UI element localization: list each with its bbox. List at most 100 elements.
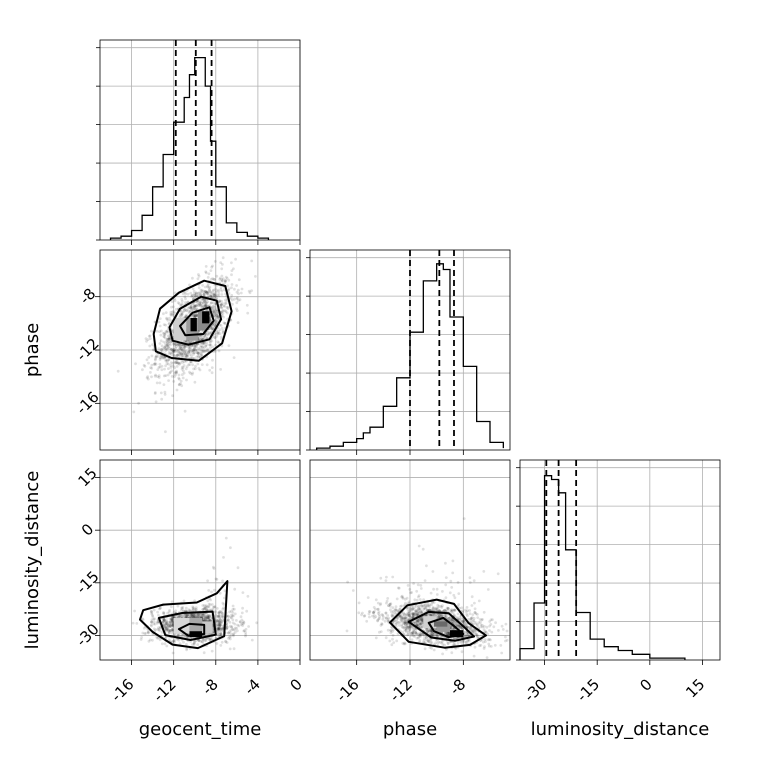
- sample-point: [180, 352, 184, 356]
- sample-point: [182, 310, 185, 313]
- x-tick-label-geocent_time: -4: [241, 675, 264, 698]
- sample-point: [190, 295, 193, 298]
- sample-point: [171, 629, 175, 633]
- sample-point: [386, 597, 390, 600]
- sample-point: [226, 618, 230, 621]
- sample-point: [181, 361, 185, 364]
- sample-point: [432, 601, 436, 604]
- sample-point: [178, 354, 182, 357]
- sample-point: [435, 634, 439, 637]
- sample-point: [182, 609, 186, 613]
- sample-point: [224, 310, 228, 313]
- sample-point: [197, 291, 200, 295]
- sample-point: [197, 303, 201, 307]
- sample-point: [423, 579, 427, 582]
- sample-point: [177, 633, 180, 637]
- sample-point: [185, 642, 188, 646]
- sample-point: [214, 289, 218, 293]
- sample-point: [178, 344, 182, 348]
- sample-point: [225, 277, 229, 280]
- sample-point: [381, 617, 385, 621]
- sample-point: [504, 622, 508, 626]
- sample-point: [184, 314, 188, 318]
- sample-point: [238, 620, 242, 624]
- sample-point: [194, 608, 198, 612]
- sample-point: [186, 307, 190, 310]
- sample-point: [428, 646, 432, 649]
- sample-point: [230, 286, 233, 290]
- sample-point: [194, 313, 198, 316]
- sample-point: [190, 351, 194, 354]
- sample-point: [144, 632, 148, 635]
- sample-point: [212, 605, 215, 609]
- sample-point: [505, 638, 509, 642]
- sample-point: [153, 392, 157, 395]
- sample-point: [220, 277, 224, 281]
- density-cell: [190, 318, 197, 332]
- sample-point: [398, 621, 401, 624]
- sample-point: [383, 619, 387, 623]
- sample-point: [208, 638, 212, 642]
- sample-point: [429, 632, 433, 636]
- sample-point: [166, 373, 170, 377]
- sample-point: [180, 348, 183, 352]
- sample-point: [222, 305, 226, 308]
- sample-point: [211, 264, 214, 268]
- sample-point: [232, 356, 236, 359]
- sample-point: [450, 651, 454, 655]
- sample-point: [197, 274, 201, 278]
- sample-point: [168, 629, 172, 632]
- sample-point: [152, 608, 156, 612]
- sample-point: [184, 355, 188, 359]
- sample-point: [202, 293, 206, 297]
- sample-point: [444, 632, 448, 635]
- x-tick-label-phase: -16: [333, 675, 363, 705]
- sample-point: [167, 358, 171, 362]
- sample-point: [184, 340, 188, 344]
- sample-point: [224, 536, 228, 540]
- sample-point: [172, 342, 176, 346]
- sample-point: [190, 340, 194, 343]
- sample-point: [173, 366, 177, 370]
- sample-point: [204, 301, 208, 305]
- sample-point: [464, 610, 468, 614]
- sample-point: [183, 340, 186, 344]
- sample-point: [199, 303, 202, 307]
- x-axis-label-phase: phase: [383, 719, 437, 740]
- sample-point: [478, 618, 482, 621]
- sample-point: [164, 349, 168, 352]
- sample-point: [220, 610, 223, 614]
- sample-point: [229, 296, 233, 300]
- sample-point: [180, 298, 184, 301]
- sample-point: [206, 349, 210, 352]
- sample-point: [220, 289, 224, 293]
- sample-point: [194, 291, 198, 295]
- sample-point: [215, 311, 219, 315]
- sample-point: [230, 283, 234, 286]
- sample-point: [416, 583, 420, 587]
- sample-point: [183, 409, 187, 413]
- sample-point: [224, 302, 228, 305]
- sample-point: [211, 358, 214, 362]
- sample-point: [197, 286, 201, 290]
- sample-point: [496, 572, 500, 576]
- sample-point: [228, 647, 232, 651]
- sample-point: [456, 581, 460, 584]
- sample-point: [210, 339, 214, 343]
- sample-point: [157, 626, 161, 630]
- sample-point: [232, 647, 236, 651]
- sample-point: [159, 356, 163, 360]
- sample-point: [164, 364, 168, 368]
- sample-point: [203, 341, 207, 344]
- sample-point: [194, 364, 197, 368]
- sample-point: [216, 331, 220, 335]
- sample-point: [150, 363, 154, 367]
- sample-point: [366, 596, 370, 599]
- sample-point: [180, 312, 184, 316]
- sample-point: [220, 303, 223, 307]
- sample-point: [391, 575, 395, 579]
- sample-point: [200, 337, 203, 341]
- sample-point: [172, 349, 176, 353]
- sample-point: [169, 312, 173, 316]
- sample-point: [219, 631, 223, 635]
